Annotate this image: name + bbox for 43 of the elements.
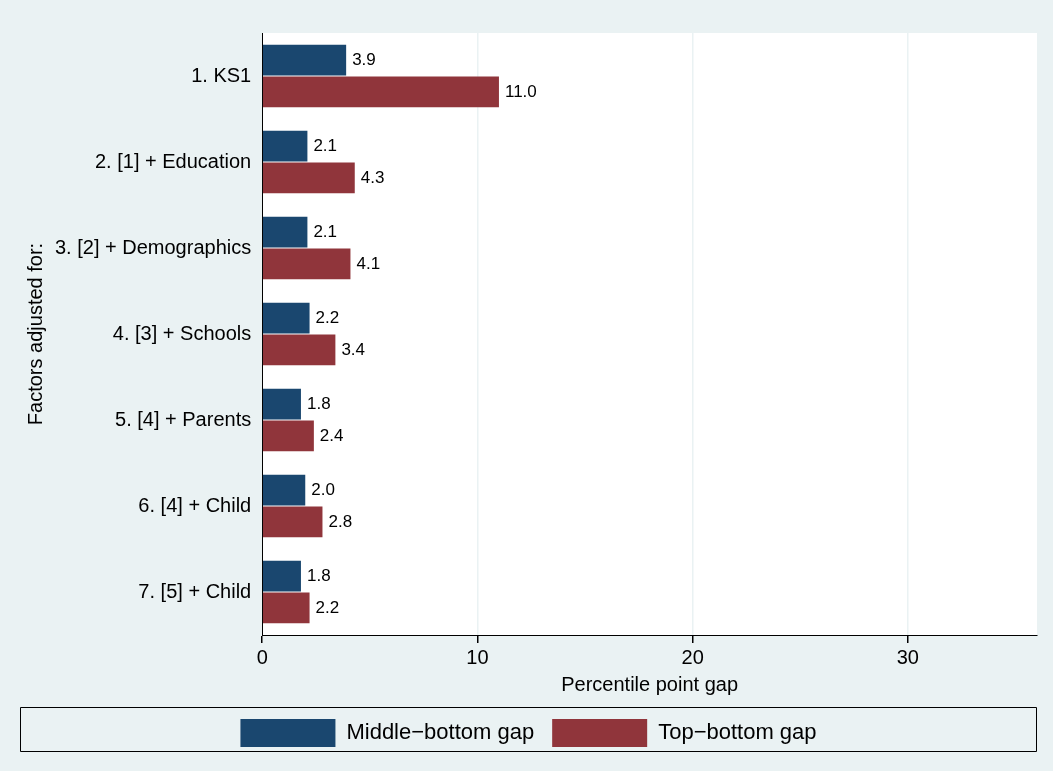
data-label: 2.0 (311, 479, 335, 499)
data-label: 1.8 (306, 393, 331, 413)
bar (262, 76, 499, 108)
y-tick-label: 5. [4] + Parents (115, 407, 252, 430)
legend-label: Middle−bottom gap (346, 719, 535, 745)
data-label: 2.2 (315, 597, 340, 617)
x-axis-title: Percentile point gap (561, 672, 738, 695)
data-label: 2.4 (319, 425, 344, 445)
bar (262, 216, 308, 248)
bar (262, 334, 336, 366)
x-tick-label: 0 (256, 645, 268, 668)
bar (262, 302, 310, 334)
data-label: 4.1 (356, 253, 381, 273)
data-label: 2.2 (315, 307, 340, 327)
x-tick-label: 10 (466, 645, 489, 668)
y-axis-title: Factors adjusted for: (23, 242, 46, 426)
x-tick-label: 20 (681, 645, 704, 668)
y-tick-label: 2. [1] + Education (94, 149, 252, 172)
data-label: 2.1 (313, 135, 338, 155)
y-tick-label: 7. [5] + Child (138, 579, 252, 602)
y-tick-label: 1. KS1 (191, 63, 252, 86)
bar (262, 474, 306, 506)
bar (262, 420, 314, 452)
data-label: 2.1 (313, 221, 338, 241)
data-label: 1.8 (306, 565, 331, 585)
bar (262, 388, 301, 420)
y-tick-label: 4. [3] + Schools (112, 321, 252, 344)
x-tick-label: 30 (896, 645, 919, 668)
data-label: 11.0 (504, 81, 537, 101)
legend-label: Top−bottom gap (658, 719, 817, 745)
bar (262, 506, 323, 538)
bar (262, 130, 308, 162)
data-label: 3.9 (352, 49, 376, 69)
data-label: 4.3 (360, 167, 385, 187)
data-label: 3.4 (341, 339, 366, 359)
bar (262, 162, 355, 194)
bar (262, 44, 347, 76)
bar (262, 248, 351, 280)
y-tick-label: 3. [2] + Demographics (54, 235, 252, 258)
bar (262, 592, 310, 624)
bar (262, 560, 301, 592)
data-label: 2.8 (328, 511, 353, 531)
y-tick-label: 6. [4] + Child (138, 493, 252, 516)
